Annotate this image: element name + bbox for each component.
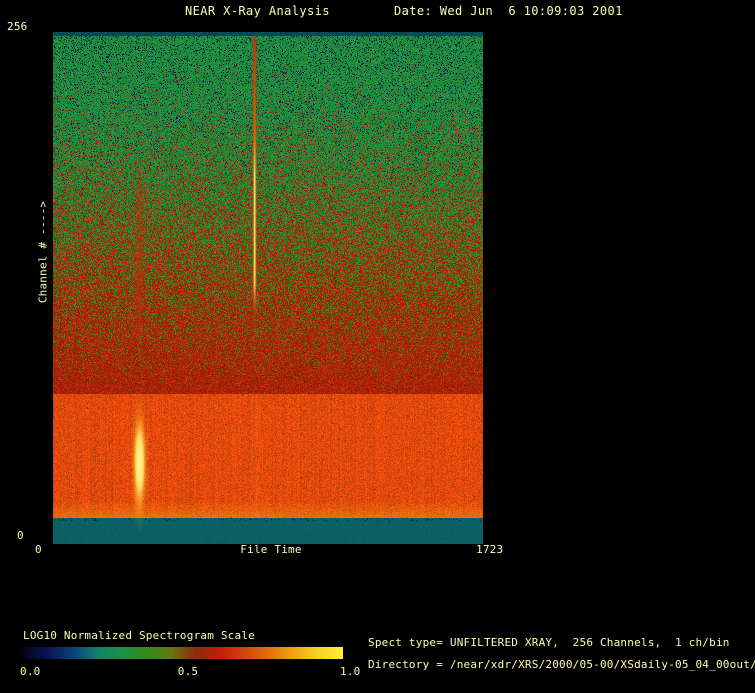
y-axis-label: Channel # ----> (36, 200, 50, 304)
x-axis-tick-max: 1723 (476, 543, 504, 556)
page-title: NEAR X-Ray Analysis (185, 4, 330, 18)
x-axis-tick-min: 0 (35, 543, 42, 556)
spect-type-line: Spect type= UNFILTERED XRAY, 256 Channel… (368, 636, 730, 649)
colorbar-tick-0: 0.0 (20, 665, 41, 678)
y-axis-tick-max: 256 (7, 20, 28, 33)
spectrogram-heatmap (53, 32, 483, 544)
directory-line: Directory = /near/xdr/XRS/2000/05-00/XSd… (368, 658, 755, 671)
y-axis-tick-min: 0 (17, 529, 24, 542)
header-date: Date: Wed Jun 6 10:09:03 2001 (394, 4, 623, 18)
colorbar-tick-mid: 0.5 (177, 665, 199, 678)
colorbar-tick-max: 1.0 (340, 665, 361, 678)
colorbar-label: LOG10 Normalized Spectrogram Scale (23, 629, 255, 642)
colorbar-gradient (23, 647, 343, 659)
x-axis-label: File Time (240, 543, 302, 556)
